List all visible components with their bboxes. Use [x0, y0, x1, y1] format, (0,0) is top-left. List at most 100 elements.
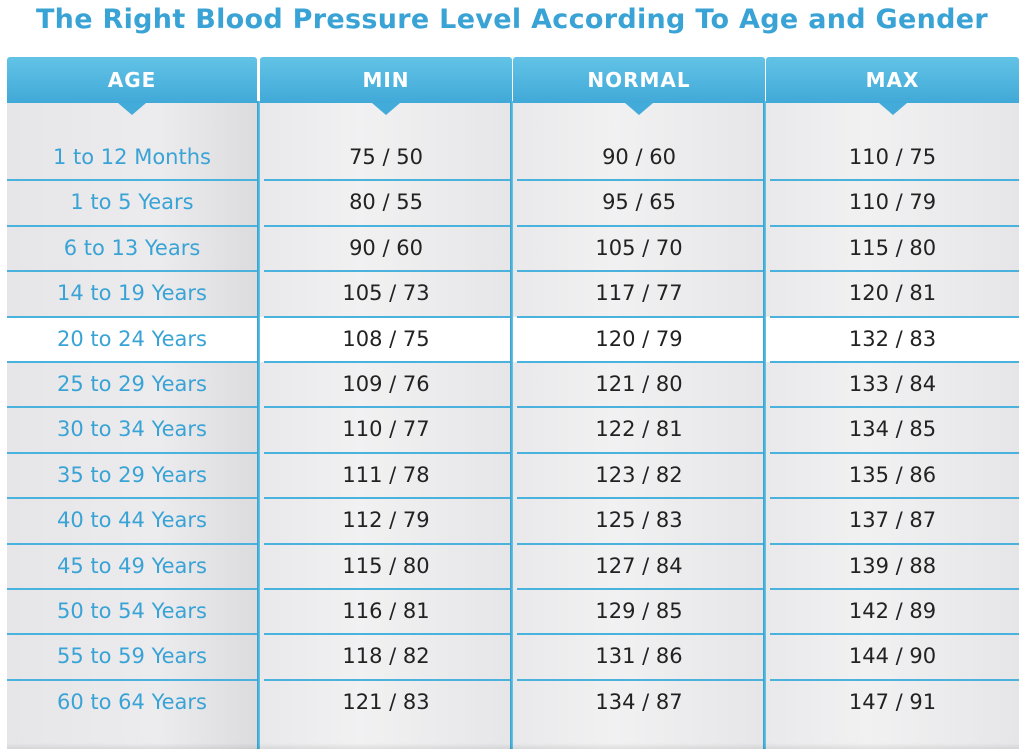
- row-separator: [770, 588, 1019, 590]
- bp-value-normal: 127 / 84: [595, 553, 683, 578]
- bp-value-min: 75 / 50: [349, 145, 423, 169]
- bp-value-normal: 122 / 81: [595, 417, 683, 442]
- column-min: MIN: [260, 57, 512, 749]
- header-arrow: [878, 103, 907, 115]
- column-header-age: AGE: [7, 57, 257, 103]
- column-divider: [510, 101, 513, 749]
- row-separator: [7, 315, 257, 318]
- age-range-label: 45 to 49 Years: [57, 553, 207, 578]
- bp-value-min: 118 / 82: [342, 644, 430, 669]
- row-separator: [770, 224, 1019, 227]
- bp-value-min: 109 / 76: [342, 372, 430, 396]
- age-range-label: 14 to 19 Years: [57, 281, 207, 306]
- row-separator: [7, 270, 257, 273]
- row-separator: [264, 497, 512, 500]
- row-separator: [770, 179, 1019, 182]
- row-separator: [7, 588, 257, 590]
- row-separator: [517, 224, 765, 227]
- column-header-label: NORMAL: [587, 68, 691, 92]
- row-separator: [7, 179, 257, 182]
- column-normal: NORMAL: [513, 57, 765, 749]
- bp-value-max: 134 / 85: [848, 417, 937, 442]
- row-separator: [7, 361, 257, 363]
- row-separator: [264, 361, 512, 363]
- bp-value-min: 108 / 75: [342, 326, 430, 351]
- column-divider: [763, 101, 766, 749]
- column-header-normal: NORMAL: [513, 57, 765, 103]
- row-separator: [264, 315, 512, 318]
- bp-value-max: 115 / 80: [848, 235, 937, 260]
- bp-value-max: 110 / 79: [848, 190, 937, 215]
- chart-title: The Right Blood Pressure Level According…: [35, 4, 989, 35]
- row-separator: [517, 451, 765, 454]
- bp-value-max: 132 / 83: [848, 326, 937, 351]
- bp-value-min: 121 / 83: [342, 689, 430, 714]
- row-separator: [7, 224, 257, 227]
- bp-value-normal: 105 / 70: [595, 235, 683, 260]
- column-body: [7, 101, 257, 749]
- column-age: AGE: [7, 57, 257, 749]
- row-separator: [770, 497, 1019, 500]
- age-range-label: 30 to 34 Years: [57, 417, 207, 442]
- bp-value-normal: 120 / 79: [595, 326, 683, 351]
- row-separator: [7, 406, 257, 409]
- bp-value-max: 139 / 88: [848, 553, 937, 578]
- row-separator: [517, 270, 765, 273]
- row-separator: [517, 497, 765, 500]
- row-separator: [264, 633, 512, 636]
- row-separator: [770, 270, 1019, 273]
- bp-value-max: 144 / 90: [848, 644, 937, 669]
- row-separator: [264, 678, 512, 681]
- row-separator: [770, 542, 1019, 545]
- row-separator: [770, 451, 1019, 454]
- bp-value-normal: 90 / 60: [602, 145, 676, 169]
- row-separator: [770, 315, 1019, 318]
- header-arrow: [118, 103, 146, 115]
- age-range-label: 35 to 29 Years: [57, 462, 207, 487]
- age-range-label: 40 to 44 Years: [57, 508, 207, 533]
- bp-value-normal: 95 / 65: [602, 190, 676, 215]
- bp-value-max: 135 / 86: [848, 462, 937, 487]
- row-separator: [770, 361, 1019, 363]
- bp-value-normal: 129 / 85: [595, 599, 683, 623]
- row-separator: [517, 406, 765, 409]
- age-range-label: 1 to 12 Months: [53, 145, 211, 169]
- column-max: MAX: [766, 57, 1019, 749]
- bp-value-min: 111 / 78: [342, 462, 430, 487]
- row-separator: [517, 542, 765, 545]
- column-header-min: MIN: [260, 57, 512, 103]
- row-separator: [264, 542, 512, 545]
- column-header-label: AGE: [107, 68, 157, 92]
- blood-pressure-table: AGE MIN NORMAL MAX 1 to 12 Months 75 / 50 90 /…: [7, 57, 1019, 749]
- column-body: [513, 101, 765, 749]
- column-divider: [257, 101, 260, 749]
- bp-value-min: 115 / 80: [342, 553, 430, 578]
- row-separator: [264, 224, 512, 227]
- bp-value-max: 110 / 75: [848, 145, 937, 169]
- bp-value-max: 133 / 84: [848, 372, 937, 396]
- header-arrow: [372, 103, 400, 115]
- bp-value-max: 142 / 89: [848, 599, 937, 623]
- bp-value-min: 112 / 79: [342, 508, 430, 533]
- row-separator: [264, 588, 512, 590]
- bp-value-max: 120 / 81: [848, 281, 937, 306]
- row-separator: [517, 315, 765, 318]
- bp-value-normal: 125 / 83: [595, 508, 683, 533]
- bp-value-min: 80 / 55: [349, 190, 423, 215]
- age-range-label: 6 to 13 Years: [63, 235, 201, 260]
- age-range-label: 25 to 29 Years: [57, 372, 207, 396]
- age-range-label: 50 to 54 Years: [57, 599, 207, 623]
- age-range-label: 55 to 59 Years: [57, 644, 207, 669]
- column-body: [766, 101, 1019, 749]
- row-separator: [7, 633, 257, 636]
- header-arrow: [625, 103, 653, 115]
- bp-value-normal: 134 / 87: [595, 689, 683, 714]
- row-separator: [517, 633, 765, 636]
- row-separator: [264, 406, 512, 409]
- bp-value-normal: 123 / 82: [595, 462, 683, 487]
- row-separator: [7, 451, 257, 454]
- bp-value-min: 116 / 81: [342, 599, 430, 623]
- bp-value-normal: 117 / 77: [595, 281, 683, 306]
- row-separator: [517, 361, 765, 363]
- bp-value-max: 137 / 87: [848, 508, 937, 533]
